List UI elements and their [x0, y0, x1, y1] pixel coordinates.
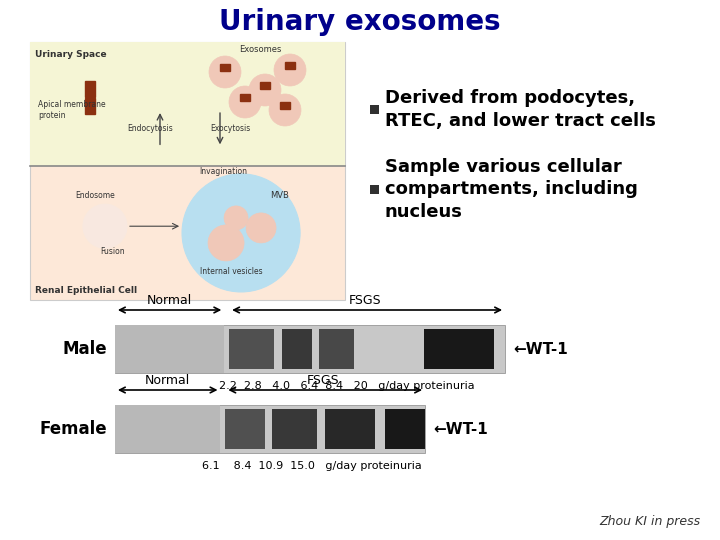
- Circle shape: [224, 206, 248, 230]
- FancyBboxPatch shape: [115, 325, 224, 373]
- Circle shape: [208, 225, 244, 261]
- Circle shape: [246, 213, 276, 243]
- Bar: [220, 64, 230, 71]
- Text: FSGS: FSGS: [348, 294, 381, 307]
- Text: Apical membrane
protein: Apical membrane protein: [38, 100, 106, 120]
- Text: Zhou KI in press: Zhou KI in press: [599, 515, 700, 528]
- Circle shape: [229, 86, 261, 118]
- FancyBboxPatch shape: [272, 409, 318, 449]
- Text: Internal vesicles: Internal vesicles: [199, 267, 262, 276]
- FancyBboxPatch shape: [325, 409, 375, 449]
- Text: Urinary Space: Urinary Space: [35, 50, 107, 59]
- Circle shape: [182, 174, 300, 292]
- FancyBboxPatch shape: [282, 329, 312, 369]
- Text: Derived from podocytes,
RTEC, and lower tract cells: Derived from podocytes, RTEC, and lower …: [385, 89, 656, 130]
- Bar: [285, 62, 295, 69]
- Text: Normal: Normal: [145, 374, 190, 387]
- FancyBboxPatch shape: [30, 42, 345, 166]
- Text: Exosomes: Exosomes: [239, 45, 282, 54]
- Text: Normal: Normal: [147, 294, 192, 307]
- Text: Male: Male: [63, 340, 107, 358]
- Text: ←WT-1: ←WT-1: [433, 422, 487, 436]
- Text: Endocytosis: Endocytosis: [127, 124, 173, 133]
- FancyBboxPatch shape: [370, 185, 379, 194]
- Text: Female: Female: [40, 420, 107, 438]
- FancyBboxPatch shape: [370, 105, 379, 114]
- Circle shape: [274, 54, 306, 86]
- FancyBboxPatch shape: [385, 409, 426, 449]
- Bar: [240, 94, 250, 101]
- Text: Sample various cellular
compartments, including
nucleus: Sample various cellular compartments, in…: [385, 158, 638, 221]
- Text: Renal Epithelial Cell: Renal Epithelial Cell: [35, 286, 137, 295]
- Text: MVB: MVB: [271, 191, 289, 199]
- Text: Urinary exosomes: Urinary exosomes: [219, 8, 501, 36]
- FancyBboxPatch shape: [424, 329, 494, 369]
- Bar: [85, 81, 95, 97]
- Circle shape: [249, 74, 281, 106]
- Text: 2.2  2.8   4.0   6.4  8.4   20   g/day proteinuria: 2.2 2.8 4.0 6.4 8.4 20 g/day proteinuria: [219, 381, 474, 391]
- Circle shape: [269, 94, 301, 126]
- FancyBboxPatch shape: [115, 405, 220, 453]
- Circle shape: [83, 204, 127, 248]
- Bar: [85, 98, 95, 114]
- FancyBboxPatch shape: [229, 329, 274, 369]
- FancyBboxPatch shape: [319, 329, 354, 369]
- Text: Exocytosis: Exocytosis: [210, 124, 250, 133]
- FancyBboxPatch shape: [225, 409, 266, 449]
- Bar: [280, 102, 290, 109]
- Text: Fusion: Fusion: [100, 247, 125, 256]
- FancyBboxPatch shape: [115, 405, 425, 453]
- FancyBboxPatch shape: [115, 325, 505, 373]
- Text: 6.1    8.4  10.9  15.0   g/day proteinuria: 6.1 8.4 10.9 15.0 g/day proteinuria: [202, 461, 422, 471]
- Text: Invagination: Invagination: [199, 167, 248, 176]
- Text: ←WT-1: ←WT-1: [513, 341, 568, 356]
- Circle shape: [209, 56, 241, 88]
- Text: Endosome: Endosome: [75, 191, 114, 200]
- Bar: [260, 82, 270, 89]
- Text: FSGS: FSGS: [307, 374, 339, 387]
- FancyBboxPatch shape: [30, 42, 345, 300]
